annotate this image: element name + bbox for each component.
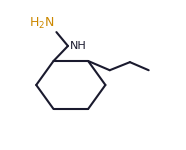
Text: $\mathsf{H_2N}$: $\mathsf{H_2N}$ xyxy=(29,16,55,31)
Text: NH: NH xyxy=(70,41,87,51)
